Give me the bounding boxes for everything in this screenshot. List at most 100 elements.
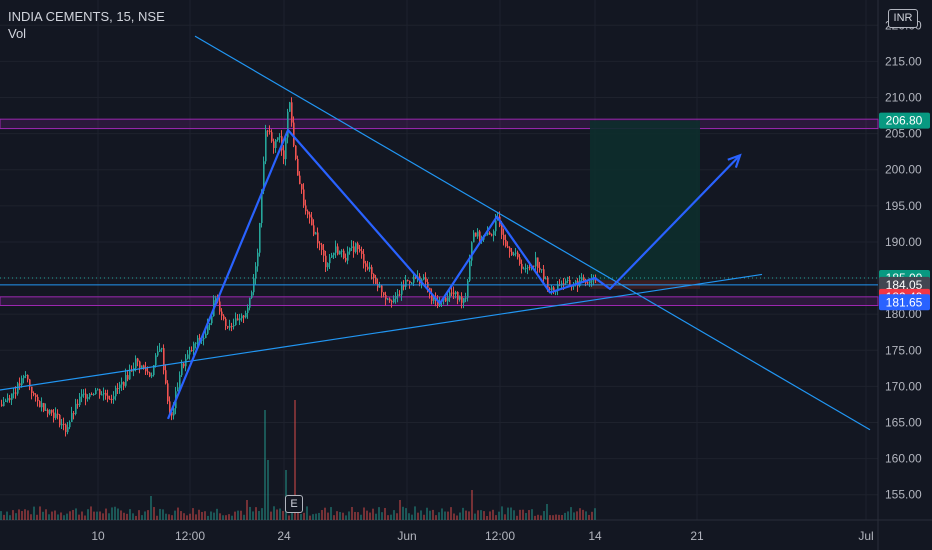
candle-body bbox=[233, 325, 235, 327]
candle-body bbox=[89, 393, 91, 398]
candle-body bbox=[299, 175, 301, 185]
currency-button[interactable]: INR bbox=[888, 9, 918, 28]
candle-body bbox=[103, 392, 105, 395]
volume-bar bbox=[393, 510, 395, 520]
volume-bar bbox=[195, 514, 197, 520]
candle-body bbox=[193, 343, 195, 351]
candle-body bbox=[19, 383, 21, 386]
candle-body bbox=[211, 316, 213, 324]
volume-bar bbox=[93, 511, 95, 520]
candle-body bbox=[431, 293, 433, 301]
candle-body bbox=[301, 184, 303, 190]
candle-body bbox=[491, 234, 493, 236]
volume-bar bbox=[162, 509, 164, 520]
candle-body bbox=[63, 423, 65, 425]
candle-body bbox=[505, 239, 507, 247]
candle-body bbox=[43, 403, 45, 411]
candle-body bbox=[189, 350, 191, 355]
x-tick-label: 10 bbox=[91, 529, 105, 543]
candle-body bbox=[335, 246, 337, 253]
x-tick-label: 21 bbox=[690, 529, 704, 543]
volume-bar bbox=[129, 509, 131, 520]
y-tick-label: 190.00 bbox=[885, 235, 922, 249]
candle-body bbox=[367, 266, 369, 270]
price-candles bbox=[1, 97, 597, 437]
candle-body bbox=[129, 370, 131, 380]
candle-body bbox=[305, 205, 307, 212]
candle-body bbox=[75, 403, 77, 414]
volume-bar bbox=[153, 507, 155, 520]
volume-bar bbox=[252, 511, 254, 520]
candle-body bbox=[349, 248, 351, 252]
volume-bar bbox=[192, 508, 194, 520]
volume-bar bbox=[72, 509, 74, 520]
candle-body bbox=[413, 276, 415, 283]
price-label-text: 206.80 bbox=[886, 114, 923, 128]
volume-bar bbox=[345, 515, 347, 520]
volume-bar bbox=[6, 511, 8, 520]
price-label-text: 181.65 bbox=[886, 295, 923, 309]
volume-bar bbox=[573, 512, 575, 520]
candle-body bbox=[275, 139, 277, 149]
volume-bar bbox=[570, 507, 572, 520]
candle-body bbox=[257, 252, 259, 267]
candle-body bbox=[495, 220, 497, 232]
candle-body bbox=[225, 318, 227, 327]
candle-body bbox=[545, 278, 547, 280]
candle-body bbox=[423, 277, 425, 280]
volume-bar bbox=[36, 514, 38, 520]
candle-body bbox=[567, 279, 569, 281]
volume-bar bbox=[255, 507, 257, 520]
y-tick-label: 160.00 bbox=[885, 452, 922, 466]
volume-bar bbox=[267, 460, 269, 520]
candle-body bbox=[239, 318, 241, 321]
candle-body bbox=[87, 397, 89, 399]
volume-bar bbox=[300, 513, 302, 520]
volume-bar bbox=[219, 513, 221, 520]
y-tick-label: 165.00 bbox=[885, 416, 922, 430]
symbol-title[interactable]: INDIA CEMENTS, 15, NSE bbox=[8, 9, 165, 24]
pattern-arrowhead bbox=[727, 153, 742, 168]
volume-bar bbox=[378, 507, 380, 520]
earnings-event-marker[interactable]: E bbox=[285, 495, 303, 513]
candle-body bbox=[561, 283, 563, 286]
y-tick-label: 210.00 bbox=[885, 91, 922, 105]
candle-body bbox=[191, 350, 193, 352]
candle-body bbox=[37, 396, 39, 402]
candle-body bbox=[549, 288, 551, 290]
volume-bar bbox=[237, 510, 239, 520]
volume-bar bbox=[555, 514, 557, 520]
volume-bar bbox=[387, 515, 389, 520]
candle-body bbox=[105, 392, 107, 396]
volume-bar bbox=[342, 512, 344, 520]
candle-body bbox=[519, 257, 521, 264]
candle-body bbox=[153, 365, 155, 376]
volume-bar bbox=[513, 510, 515, 520]
volume-bar bbox=[105, 508, 107, 520]
candle-body bbox=[149, 372, 151, 377]
volume-bar bbox=[441, 508, 443, 520]
candle-body bbox=[381, 285, 383, 293]
volume-bar bbox=[471, 490, 473, 520]
candle-body bbox=[437, 300, 439, 306]
candle-body bbox=[73, 413, 75, 415]
volume-bar bbox=[99, 511, 101, 520]
volume-bar bbox=[273, 506, 275, 520]
candle-body bbox=[343, 250, 345, 258]
candle-body bbox=[207, 325, 209, 334]
candle-body bbox=[145, 367, 147, 372]
volume-bar bbox=[39, 506, 41, 520]
candle-body bbox=[447, 297, 449, 302]
volume-bar bbox=[330, 507, 332, 520]
candle-body bbox=[261, 190, 263, 224]
candle-body bbox=[405, 279, 407, 287]
volume-indicator-label[interactable]: Vol bbox=[8, 26, 27, 41]
candle-body bbox=[119, 384, 121, 389]
volume-bar bbox=[144, 511, 146, 520]
candle-body bbox=[369, 267, 371, 270]
candle-body bbox=[101, 394, 103, 396]
volume-bar bbox=[564, 512, 566, 520]
candle-body bbox=[83, 393, 85, 395]
candle-body bbox=[307, 211, 309, 215]
